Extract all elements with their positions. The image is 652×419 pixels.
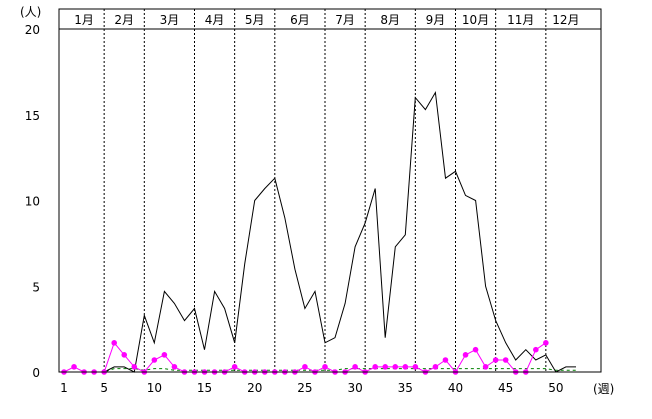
- series-point: [121, 352, 128, 358]
- x-tick-label: 50: [548, 381, 563, 395]
- y-tick-label: 0: [32, 366, 40, 380]
- series-line: [64, 368, 576, 373]
- series-point: [352, 364, 358, 370]
- plot-frame: [58, 8, 602, 373]
- series-point: [402, 364, 409, 370]
- x-tick-label: 20: [247, 381, 262, 395]
- series-point: [432, 364, 439, 370]
- x-tick-label: 30: [347, 381, 362, 395]
- x-tick-label: 10: [147, 381, 162, 395]
- month-label: 8月: [380, 13, 400, 27]
- series-point: [533, 346, 539, 353]
- series-point: [161, 352, 168, 358]
- month-label: 3月: [160, 13, 180, 27]
- month-grid: [103, 9, 547, 372]
- y-tick-label: 20: [25, 23, 40, 37]
- series-point: [543, 340, 549, 346]
- x-tick-label: 25: [297, 381, 312, 395]
- series-point: [412, 364, 419, 370]
- month-label: 4月: [205, 13, 225, 27]
- series-point: [392, 364, 399, 370]
- month-label: 5月: [245, 13, 265, 27]
- month-label: 1月: [74, 13, 94, 27]
- month-label: 12月: [552, 13, 579, 27]
- y-tick-label: 5: [32, 280, 40, 294]
- x-axis-label: (週): [593, 382, 614, 396]
- series-point: [482, 364, 489, 370]
- series-line: [64, 90, 576, 373]
- y-tick-label: 15: [25, 109, 40, 123]
- x-tick-label: 1: [60, 381, 68, 395]
- month-label: 10月: [462, 13, 489, 27]
- series-point: [462, 352, 469, 358]
- series-point: [492, 357, 499, 363]
- month-label: 7月: [335, 13, 355, 27]
- series-point: [151, 357, 158, 363]
- y-tick-label: 10: [25, 195, 40, 209]
- month-labels: 1月 2月 3月 4月 5月 6月 7月 8月 9月 10月 11月 12月: [74, 13, 579, 27]
- series-point: [382, 364, 389, 370]
- series-point: [71, 364, 77, 370]
- x-tick-label: 15: [197, 381, 212, 395]
- series-point: [472, 346, 479, 353]
- month-label: 9月: [426, 13, 446, 27]
- series-point: [322, 364, 328, 370]
- series-point: [442, 357, 449, 363]
- x-tick-label: 35: [398, 381, 413, 395]
- series-point: [111, 340, 117, 346]
- series-point: [131, 364, 138, 370]
- month-label: 2月: [114, 13, 134, 27]
- series-point: [231, 364, 238, 370]
- x-tick-label: 45: [498, 381, 513, 395]
- x-tick-label: 5: [100, 381, 108, 395]
- month-label: 11月: [507, 13, 534, 27]
- month-label: 6月: [290, 13, 310, 27]
- x-axis-ticks: 1 5 10 15 20 25 30 35 40 45 50: [60, 381, 563, 395]
- series-point: [302, 364, 308, 370]
- series-point: [502, 357, 509, 363]
- series-point: [171, 364, 178, 370]
- series-layer: [61, 90, 576, 375]
- series-point: [372, 364, 378, 370]
- y-axis-label: (人): [20, 5, 41, 19]
- y-axis-ticks: 0 5 10 15 20: [25, 23, 40, 380]
- x-tick-label: 40: [448, 381, 463, 395]
